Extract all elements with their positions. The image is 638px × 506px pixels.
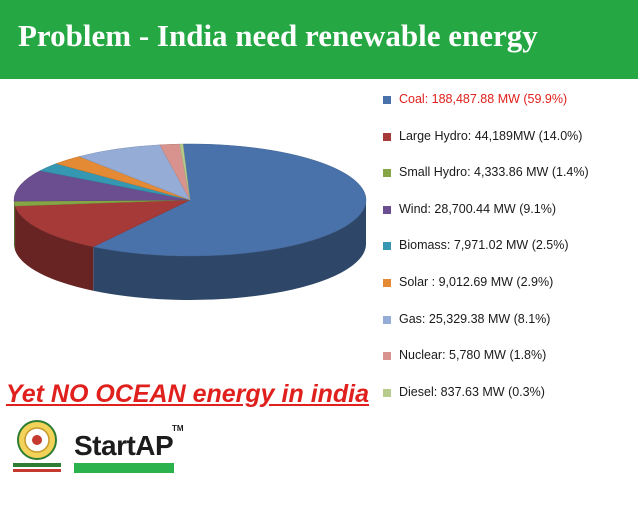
chart-legend: Coal: 188,487.88 MW (59.9%) Large Hydro: … — [383, 92, 633, 421]
legend-label: Diesel: 837.63 MW (0.3%) — [399, 385, 545, 399]
legend-swatch — [383, 279, 391, 287]
legend-swatch — [383, 133, 391, 141]
legend-swatch — [383, 206, 391, 214]
legend-item-gas: Gas: 25,329.38 MW (8.1%) — [383, 312, 633, 349]
legend-item-large-hydro: Large Hydro: 44,189MW (14.0%) — [383, 129, 633, 166]
startap-logo: StartAP TM Celebrating Andhrapreneurship — [72, 430, 184, 476]
startap-wordmark: StartAP — [74, 430, 173, 462]
legend-swatch — [383, 169, 391, 177]
legend-item-small-hydro: Small Hydro: 4,333.86 MW (1.4%) — [383, 165, 633, 202]
legend-item-nuclear: Nuclear: 5,780 MW (1.8%) — [383, 348, 633, 385]
legend-item-coal: Coal: 188,487.88 MW (59.9%) — [383, 92, 633, 129]
legend-label: Gas: 25,329.38 MW (8.1%) — [399, 312, 550, 326]
ap-innovation-society-emblem — [10, 418, 64, 476]
legend-item-diesel: Diesel: 837.63 MW (0.3%) — [383, 385, 633, 422]
legend-item-wind: Wind: 28,700.44 MW (9.1%) — [383, 202, 633, 239]
legend-swatch — [383, 242, 391, 250]
legend-label: Wind: 28,700.44 MW (9.1%) — [399, 202, 556, 216]
pie-tops — [14, 144, 366, 256]
legend-swatch — [383, 96, 391, 104]
startap-trademark: TM — [172, 424, 184, 433]
legend-item-biomass: Biomass: 7,971.02 MW (2.5%) — [383, 238, 633, 275]
pie-side-small-hydro — [14, 201, 15, 250]
slide-title: Problem - India need renewable energy — [18, 18, 538, 54]
startap-tagline-bar: Celebrating Andhrapreneurship — [74, 463, 174, 473]
legend-swatch — [383, 389, 391, 397]
legend-label: Large Hydro: 44,189MW (14.0%) — [399, 129, 582, 143]
legend-swatch — [383, 352, 391, 360]
legend-label: Biomass: 7,971.02 MW (2.5%) — [399, 238, 569, 252]
legend-swatch — [383, 316, 391, 324]
legend-label: Solar : 9,012.69 MW (2.9%) — [399, 275, 553, 289]
ocean-energy-tagline: Yet NO OCEAN energy in india — [6, 380, 369, 409]
startap-tagline: Celebrating Andhrapreneurship — [80, 496, 177, 506]
title-bar: Problem - India need renewable energy — [0, 0, 638, 79]
legend-label: Nuclear: 5,780 MW (1.8%) — [399, 348, 546, 362]
pie-chart — [0, 120, 380, 355]
legend-item-solar: Solar : 9,012.69 MW (2.9%) — [383, 275, 633, 312]
legend-label: Small Hydro: 4,333.86 MW (1.4%) — [399, 165, 589, 179]
legend-label: Coal: 188,487.88 MW (59.9%) — [399, 92, 567, 106]
